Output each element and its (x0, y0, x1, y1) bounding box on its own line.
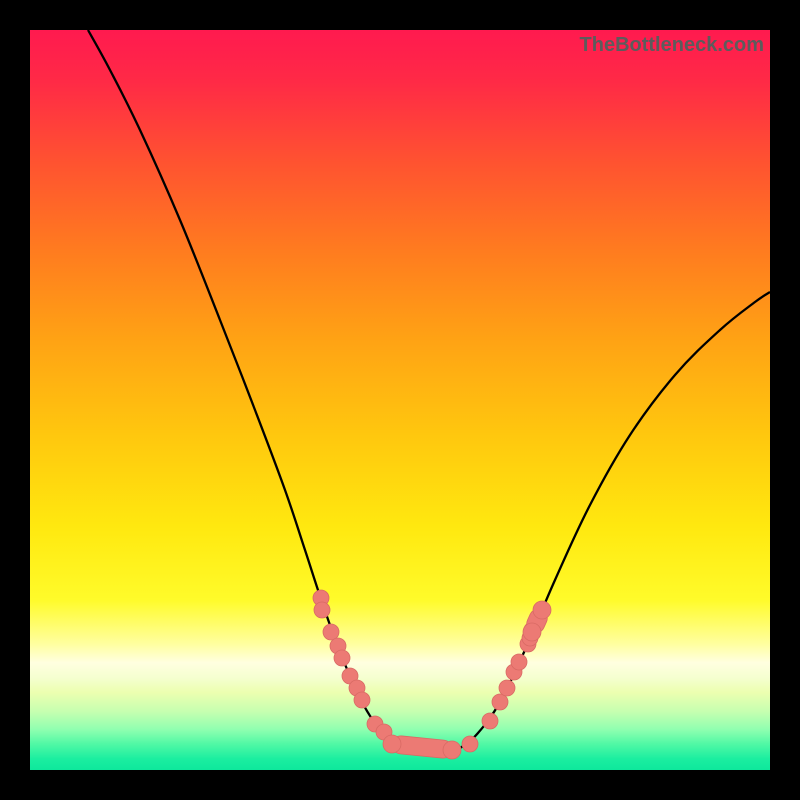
data-marker (533, 601, 551, 619)
data-marker (334, 650, 350, 666)
data-marker (523, 623, 541, 641)
data-marker (499, 680, 515, 696)
data-marker (462, 736, 478, 752)
data-marker (511, 654, 527, 670)
data-marker (354, 692, 370, 708)
data-marker (314, 602, 330, 618)
data-marker (443, 741, 461, 759)
data-marker (383, 735, 401, 753)
data-marker (482, 713, 498, 729)
right-curve (430, 292, 770, 755)
data-markers (313, 590, 551, 759)
watermark-text: TheBottleneck.com (580, 34, 764, 57)
plot-area: TheBottleneck.com (30, 30, 770, 770)
data-marker (492, 694, 508, 710)
chart-frame: TheBottleneck.com (0, 0, 800, 800)
curve-layer (30, 30, 770, 770)
left-curve (88, 30, 430, 755)
data-marker (323, 624, 339, 640)
